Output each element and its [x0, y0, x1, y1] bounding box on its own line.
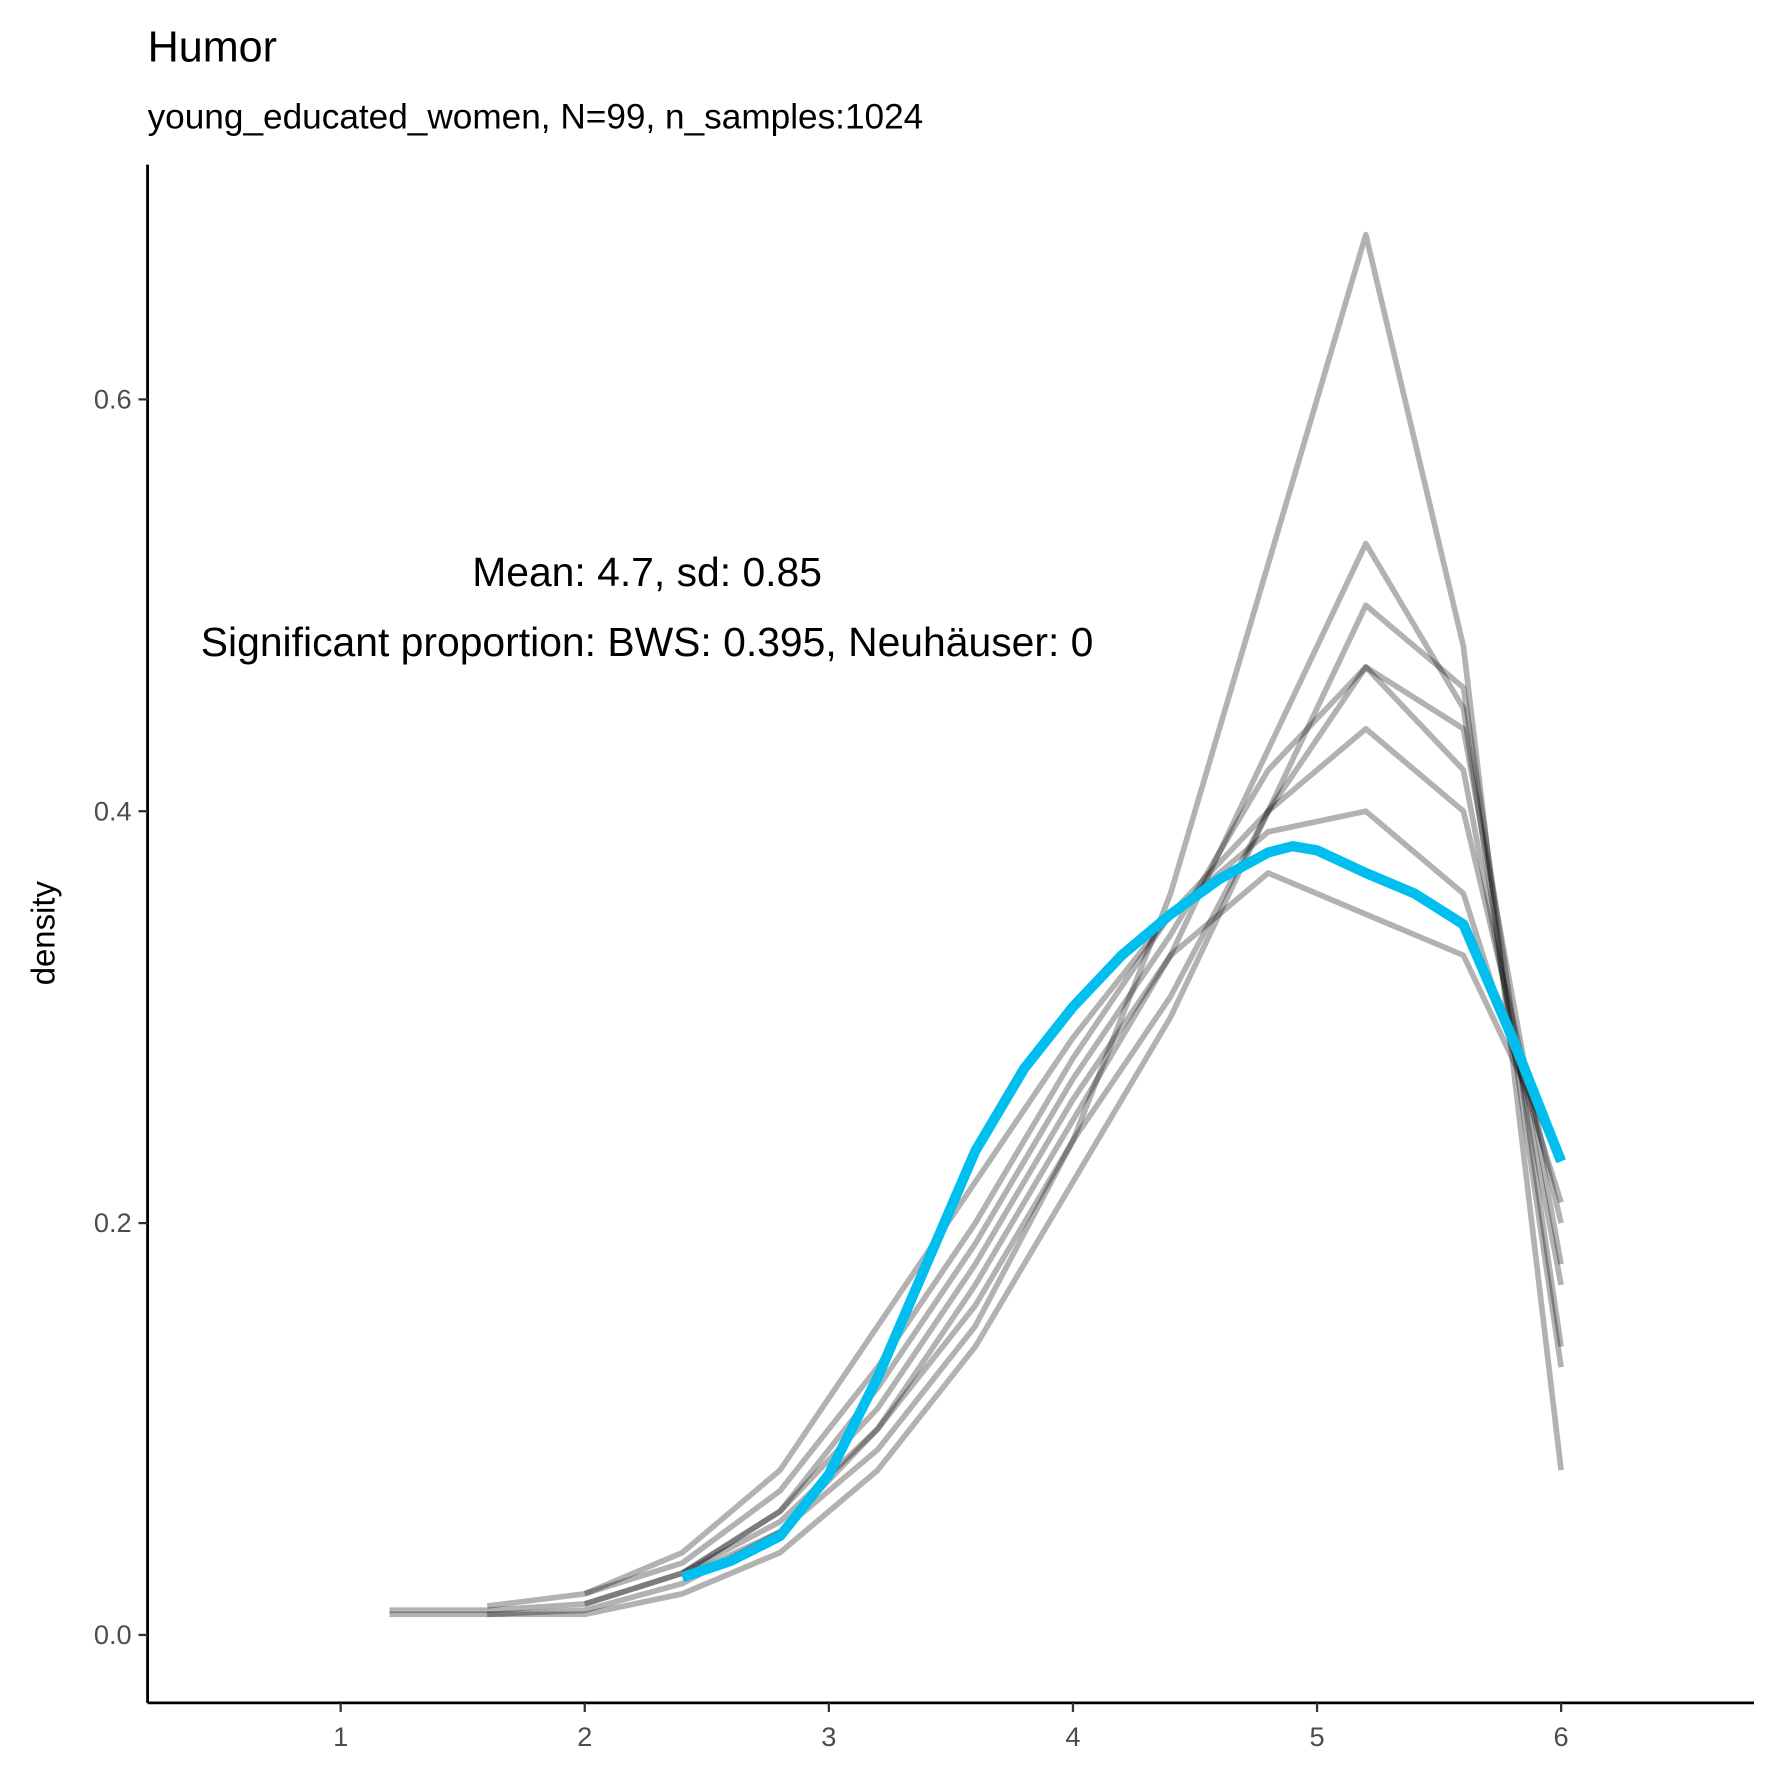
sample-curve	[681, 664, 1564, 1580]
x-tick-label: 5	[1309, 1721, 1324, 1752]
axes: 0.0 0.2 0.4 0.6 1 2 3 4 5 6	[94, 164, 1754, 1752]
y-tick-label: 0.6	[94, 383, 132, 414]
sample-curve	[583, 808, 1564, 1597]
chart-subtitle: young_educated_women, N=99, n_samples:10…	[148, 97, 924, 136]
sample-curve	[583, 540, 1564, 1607]
mean-curve	[680, 841, 1566, 1583]
plot-area: Mean: 4.7, sd: 0.85 Significant proportio…	[201, 231, 1566, 1618]
sample-curve	[389, 231, 1564, 1618]
x-tick-label: 6	[1554, 1721, 1569, 1752]
x-tick-label: 1	[333, 1721, 348, 1752]
sample-curve	[680, 870, 1564, 1576]
y-axis-label: density	[24, 881, 61, 986]
y-tick-label: 0.4	[94, 795, 132, 826]
y-tick-label: 0.2	[94, 1207, 132, 1238]
sample-curve	[487, 602, 1564, 1618]
x-tick-label: 3	[821, 1721, 836, 1752]
y-tick-label: 0.0	[94, 1619, 132, 1650]
x-tick-label: 2	[577, 1721, 592, 1752]
x-tick-label: 4	[1065, 1721, 1080, 1752]
annotation: Mean: 4.7, sd: 0.85	[472, 549, 822, 595]
sample-curve	[486, 725, 1564, 1609]
annotation: Significant proportion: BWS: 0.395, Neuh…	[201, 619, 1094, 665]
sample-curve	[389, 664, 1564, 1614]
chart-title: Humor	[148, 23, 277, 71]
